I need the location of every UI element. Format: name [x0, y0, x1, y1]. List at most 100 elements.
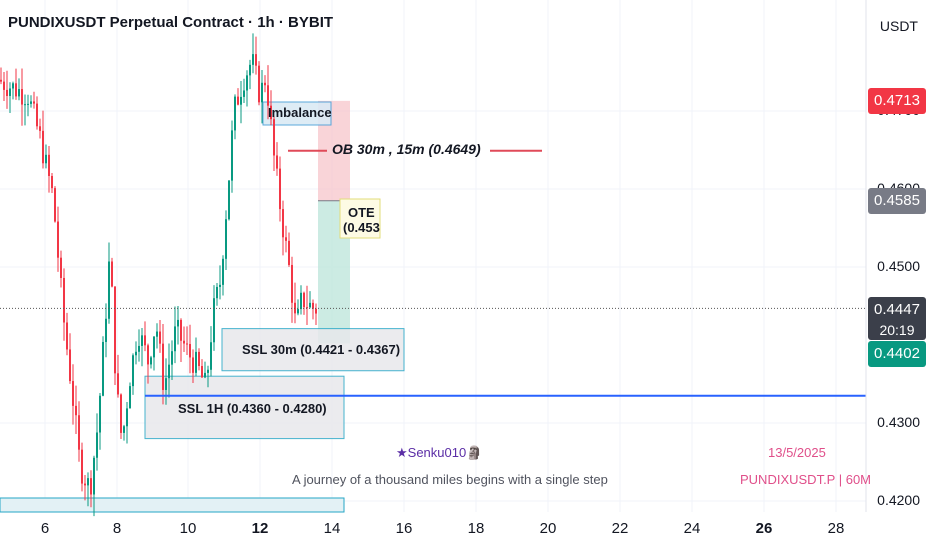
candle-body	[171, 351, 173, 365]
candle-body	[51, 175, 53, 189]
candle-body	[0, 79, 2, 82]
candle	[219, 265, 221, 300]
candle	[255, 36, 257, 75]
time-tick-16: 16	[395, 520, 413, 537]
candle	[63, 268, 65, 341]
watermark-author: ★Senku010🗿	[396, 445, 483, 460]
candle	[3, 71, 5, 101]
candle-body	[177, 319, 179, 327]
candle	[180, 318, 182, 363]
candle-body	[111, 261, 113, 287]
candle	[315, 303, 317, 325]
lower-zone-box	[0, 497, 345, 513]
candle	[288, 232, 290, 267]
candle-body	[108, 261, 110, 319]
candle	[306, 285, 308, 326]
candle	[111, 257, 113, 288]
time-tick-22: 22	[611, 520, 629, 537]
price-countdown: 20:19	[868, 320, 926, 340]
ssl-30m-label: SSL 30m (0.4421 - 0.4367)	[242, 342, 401, 357]
candle-body	[258, 65, 260, 103]
candle-body	[231, 130, 233, 181]
candle-body	[105, 318, 107, 342]
candle-body	[120, 394, 122, 433]
candle-body	[255, 54, 257, 66]
candle	[69, 333, 71, 384]
time-tick-8: 8	[112, 520, 122, 537]
watermark-symbol: PUNDIXUSDT.P | 60M	[740, 472, 872, 487]
candle	[300, 285, 302, 315]
candle-body	[3, 81, 5, 90]
watermark-quote: A journey of a thousand miles begins wit…	[292, 472, 608, 487]
candle-body	[213, 298, 215, 343]
annotation-zones	[0, 100, 405, 513]
candle	[45, 144, 47, 169]
candle-body	[102, 341, 104, 396]
candle	[216, 283, 218, 306]
candle	[6, 70, 8, 109]
candle	[312, 299, 314, 320]
candle-body	[264, 82, 266, 86]
candle-body	[198, 351, 200, 367]
candle-body	[192, 357, 194, 373]
candle	[75, 385, 77, 435]
candle	[153, 336, 155, 371]
candle	[18, 78, 20, 101]
candle	[222, 255, 224, 296]
candle-body	[261, 82, 263, 103]
price-tag-mid: 0.4585	[868, 188, 926, 214]
candle	[267, 65, 269, 120]
candle-body	[207, 369, 209, 373]
candle	[9, 82, 11, 114]
candle-body	[222, 258, 224, 285]
currency-label[interactable]: USDT	[879, 18, 918, 34]
candle	[240, 80, 242, 124]
candle	[108, 242, 110, 324]
time-tick-28: 28	[827, 520, 845, 537]
candle-body	[138, 345, 140, 352]
candle	[36, 96, 38, 130]
price-tag-lower: 0.4402	[868, 341, 926, 367]
candle	[147, 343, 149, 384]
time-tick-24: 24	[683, 520, 701, 537]
candle-body	[306, 307, 308, 309]
candle	[72, 364, 74, 425]
time-tick-6: 6	[40, 520, 50, 537]
candle	[189, 324, 191, 374]
candle	[60, 250, 62, 288]
candle	[258, 61, 260, 106]
candle	[15, 68, 17, 100]
candle-body	[216, 286, 218, 299]
candle-body	[159, 331, 161, 344]
candle	[228, 180, 230, 221]
candle-body	[243, 90, 245, 97]
candle-body	[252, 54, 254, 65]
candle-body	[117, 373, 119, 395]
candle-body	[270, 105, 272, 120]
candle	[276, 142, 278, 176]
candle	[297, 299, 299, 316]
candle-body	[300, 292, 302, 310]
candle	[186, 326, 188, 355]
candle	[282, 200, 284, 256]
ob-label: OB 30m , 15m (0.4649)	[332, 141, 481, 157]
candle-body	[87, 478, 89, 486]
candle	[243, 78, 245, 104]
candle	[156, 323, 158, 349]
candle-body	[249, 64, 251, 76]
candle	[150, 355, 152, 369]
candle-body	[201, 366, 203, 378]
candle-body	[162, 343, 164, 390]
candle-body	[312, 302, 314, 309]
candle	[87, 472, 89, 507]
overlays	[0, 149, 866, 397]
ssl-30m-box	[221, 328, 405, 372]
candle	[48, 146, 50, 193]
candle	[234, 94, 236, 140]
candle	[0, 67, 2, 85]
candle	[294, 282, 296, 324]
candle	[183, 326, 185, 353]
candle	[84, 474, 86, 501]
candle	[117, 354, 119, 398]
